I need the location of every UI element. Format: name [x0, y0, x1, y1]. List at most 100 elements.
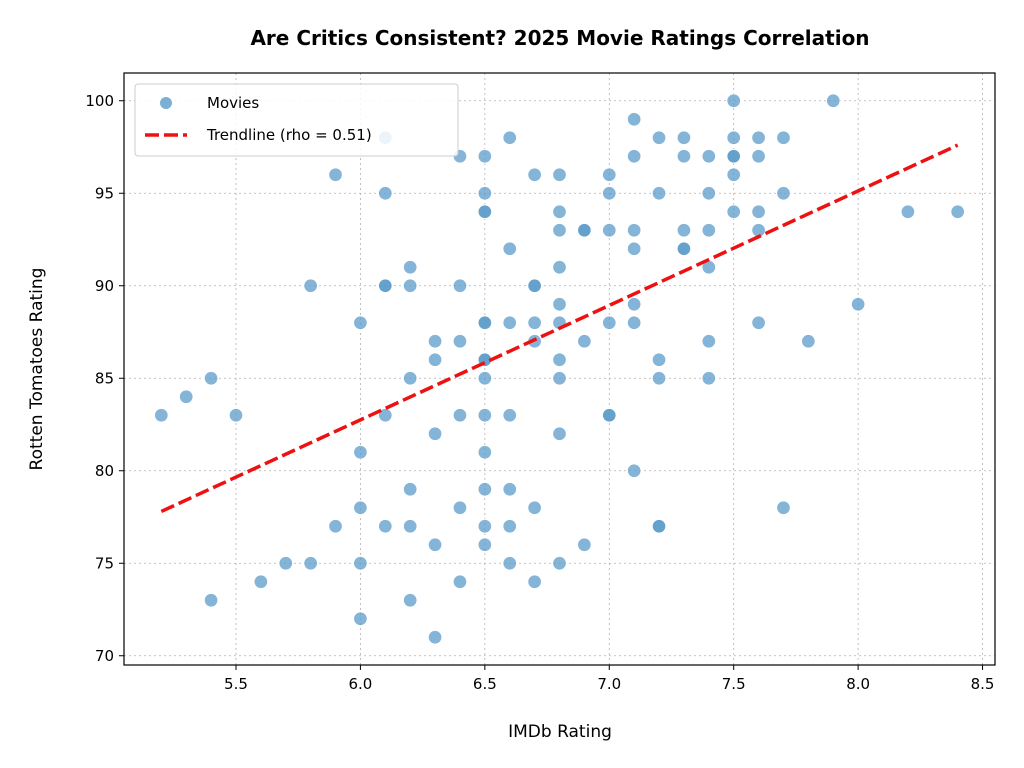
data-point [701, 185, 717, 201]
data-point [477, 519, 493, 534]
data-point [825, 93, 841, 108]
data-point [651, 352, 667, 368]
y-tick-label: 100 [85, 92, 114, 110]
data-point [602, 408, 617, 423]
x-tick-label: 6.5 [473, 675, 497, 693]
data-point [502, 241, 517, 256]
data-point [676, 148, 692, 164]
data-point [502, 482, 517, 497]
data-point [726, 130, 741, 145]
data-point [402, 519, 418, 534]
data-point [552, 204, 567, 219]
data-point [552, 167, 567, 182]
data-point [900, 204, 916, 219]
data-point [527, 167, 542, 182]
data-point [452, 334, 468, 349]
data-point [751, 315, 766, 331]
data-point [577, 334, 592, 349]
data-point [353, 556, 368, 571]
data-point [701, 148, 717, 164]
data-point [676, 222, 692, 238]
y-axis-label: Rotten Tomatoes Rating [27, 268, 47, 471]
data-point [701, 334, 717, 349]
data-point [402, 593, 418, 608]
data-point [726, 204, 741, 219]
data-point [427, 352, 443, 368]
data-point [527, 315, 542, 331]
data-point [477, 371, 493, 386]
data-point [477, 185, 493, 201]
data-point [303, 278, 318, 294]
data-point [602, 222, 617, 238]
data-point [502, 130, 517, 145]
y-tick-label: 70 [95, 647, 114, 665]
plot-frame [123, 72, 996, 666]
data-point [402, 371, 418, 386]
data-point [626, 241, 642, 256]
data-point [801, 334, 816, 349]
data-point [651, 519, 667, 534]
data-point [651, 130, 667, 145]
chart-title: Are Critics Consistent? 2025 Movie Ratin… [250, 26, 869, 50]
x-tick-label: 7.0 [597, 675, 621, 693]
data-point [626, 463, 642, 479]
grid-lines [124, 73, 995, 665]
data-point [552, 556, 567, 571]
data-point [477, 408, 493, 423]
data-point [850, 297, 866, 312]
data-point [502, 556, 517, 571]
data-point [378, 519, 393, 534]
data-point [552, 260, 567, 275]
legend-box [134, 83, 459, 157]
data-point [477, 482, 493, 497]
data-point [626, 111, 642, 127]
legend-label-movies: Movies [207, 94, 259, 112]
data-point [527, 278, 542, 294]
data-point [602, 185, 617, 201]
data-point [626, 315, 642, 331]
data-point [328, 519, 343, 534]
data-point [701, 371, 717, 386]
data-point [228, 408, 244, 423]
data-point [278, 556, 294, 571]
data-point [427, 334, 443, 349]
data-point [602, 315, 617, 331]
data-point [353, 500, 368, 516]
trendline [160, 143, 959, 514]
y-tick-label: 80 [95, 462, 114, 480]
data-point [477, 537, 493, 553]
x-tick-label: 8.5 [971, 675, 995, 693]
data-point [427, 630, 443, 645]
data-point [552, 222, 567, 238]
data-point [328, 167, 343, 182]
data-point [626, 297, 642, 312]
data-point [676, 130, 692, 145]
data-point [751, 148, 766, 164]
data-point [502, 408, 517, 423]
data-point [477, 315, 493, 331]
data-point [378, 408, 393, 423]
data-point [726, 93, 741, 108]
data-point [154, 408, 169, 423]
data-point [353, 445, 368, 460]
data-point [477, 148, 493, 164]
data-point [626, 222, 642, 238]
data-point [552, 426, 567, 442]
data-point [751, 204, 766, 219]
x-tick-label: 6.0 [348, 675, 372, 693]
y-tick-label: 75 [95, 554, 114, 572]
data-point [378, 278, 393, 294]
data-point [353, 611, 368, 627]
axis-ticks: 5.5 6.0 6.5 7.0 7.5 8.0 8.5 70 75 80 85 90 95 100 [85, 92, 994, 693]
data-point [452, 278, 468, 294]
x-tick-label: 7.5 [722, 675, 746, 693]
data-point [402, 278, 418, 294]
data-point [776, 185, 791, 201]
data-point [452, 408, 468, 423]
data-point [427, 537, 443, 553]
data-point [203, 371, 219, 386]
data-point [402, 260, 418, 275]
data-point [577, 537, 592, 553]
data-point [253, 574, 269, 590]
data-point [651, 185, 667, 201]
